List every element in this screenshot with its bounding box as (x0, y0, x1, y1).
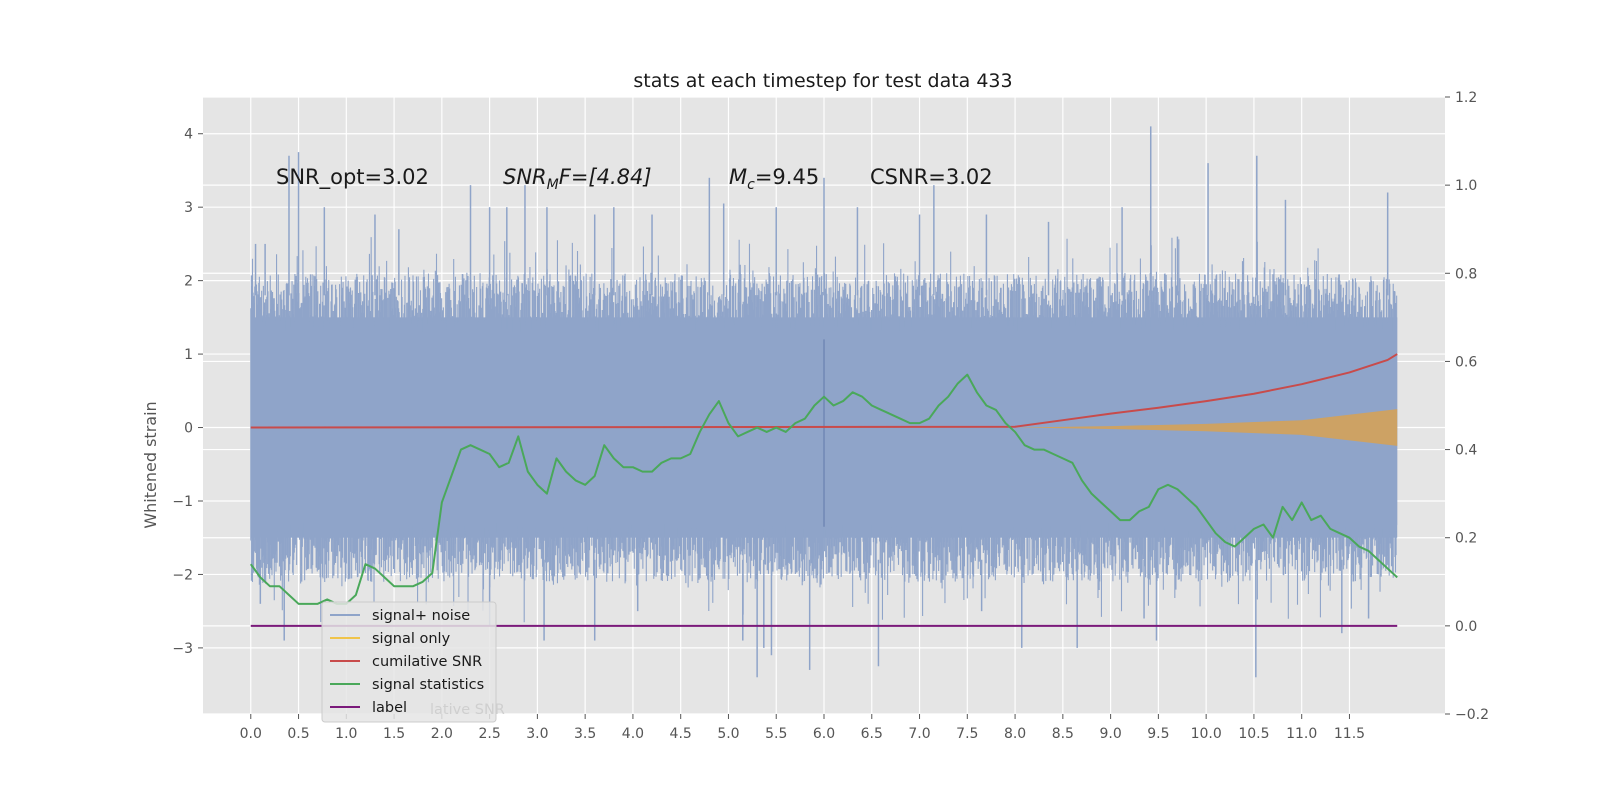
noise-excursions (250, 237, 1398, 623)
legend-label-label: label (372, 700, 407, 716)
y2-tick-label: 1.2 (1455, 90, 1477, 106)
series-signal-only (1015, 409, 1398, 446)
annotation-mc: Mc=9.45 (729, 165, 819, 193)
legend: lative SNR signal+ noise signal only cumil… (321, 601, 505, 723)
y2-tick-label: 0.4 (1455, 443, 1477, 459)
x-tick-label: 5.0 (717, 726, 739, 742)
x-tick-label: 8.5 (1052, 726, 1074, 742)
y-tick-label: −1 (172, 494, 193, 510)
x-tick-label: 10.0 (1191, 726, 1222, 742)
x-tick-label: 9.0 (1099, 726, 1121, 742)
legend-label-signal-noise: signal+ noise (372, 608, 470, 624)
series-signal-statistics (249, 373, 1398, 605)
x-tick-label: 9.5 (1147, 726, 1169, 742)
legend-label-signal-statistics: signal statistics (372, 677, 484, 693)
y-tick-label: 1 (184, 347, 193, 363)
series-cumilative-snr (250, 353, 1398, 429)
y2-tick-label: 0.6 (1455, 354, 1477, 370)
x-tick-label: 4.0 (622, 726, 644, 742)
x-tick-label: 3.0 (526, 726, 548, 742)
y-axis-label: Whitened strain (141, 401, 160, 528)
y2-tick-label: 0.0 (1455, 619, 1477, 635)
x-tick-label: 2.5 (478, 726, 500, 742)
chart-title: stats at each timestep for test data 433 (633, 70, 1012, 92)
x-tick-label: 0.5 (287, 726, 309, 742)
x-tick-label: 8.0 (1004, 726, 1026, 742)
x-tick-label: 1.5 (383, 726, 405, 742)
y-tick-label: 3 (184, 200, 193, 216)
y2-tick-label: −0.2 (1455, 707, 1489, 723)
annotation-csnr: CSNR=3.02 (870, 165, 993, 189)
series-layer (249, 126, 1398, 678)
legend-label-cumilative-snr: cumilative SNR (372, 654, 482, 670)
x-axis-ticks: 0.0 0.5 1.0 1.5 2.0 2.5 3.0 3.5 4.0 4.5 5.0 5.5 6.0 6… (240, 714, 1365, 742)
y2-tick-label: 1.0 (1455, 178, 1477, 194)
x-tick-label: 7.0 (908, 726, 930, 742)
x-tick-label: 11.5 (1334, 726, 1365, 742)
x-tick-label: 6.0 (813, 726, 835, 742)
x-tick-label: 0.0 (240, 726, 262, 742)
y-tick-label: −3 (172, 641, 193, 657)
x-tick-label: 1.0 (335, 726, 357, 742)
x-tick-label: 3.5 (574, 726, 596, 742)
y-tick-label: 4 (184, 127, 193, 143)
legend-ghost-text: lative SNR (430, 702, 505, 718)
y2-tick-label: 0.8 (1455, 266, 1477, 282)
x-tick-label: 10.5 (1238, 726, 1269, 742)
x-tick-label: 4.5 (670, 726, 692, 742)
x-tick-label: 6.5 (861, 726, 883, 742)
y-axis-ticks: 4 3 2 1 0 −1 −2 −3 (172, 127, 203, 657)
x-tick-label: 11.0 (1286, 726, 1317, 742)
annotation-snr-opt: SNR_opt=3.02 (276, 165, 429, 190)
y-tick-label: 2 (184, 274, 193, 290)
y-tick-label: −2 (172, 567, 193, 583)
y2-tick-label: 0.2 (1455, 531, 1477, 547)
legend-box (321, 601, 497, 723)
legend-label-signal-only: signal only (372, 631, 451, 647)
y2-axis-ticks: 1.2 1.0 0.8 0.6 0.4 0.2 0.0 −0.2 (1445, 90, 1489, 723)
x-tick-label: 5.5 (765, 726, 787, 742)
y-tick-label: 0 (184, 421, 193, 437)
x-tick-label: 2.0 (431, 726, 453, 742)
annotation-snr-mf: SNRMF=[4.84] (503, 165, 652, 193)
x-tick-label: 7.5 (956, 726, 978, 742)
